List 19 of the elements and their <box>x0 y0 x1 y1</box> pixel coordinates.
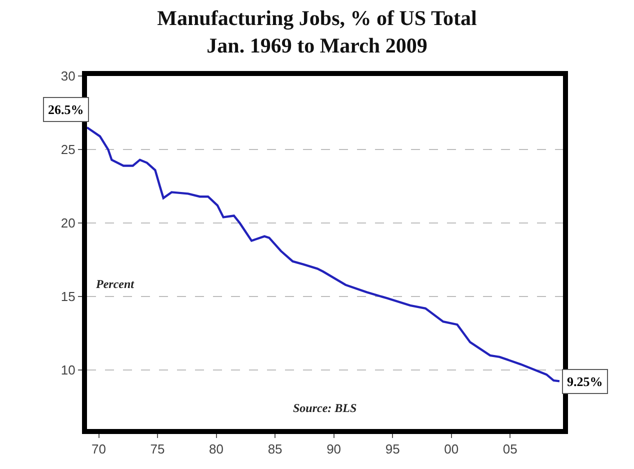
annotation: Source: BLS <box>293 401 357 415</box>
x-tick-label: 90 <box>326 442 342 457</box>
annotation: Percent <box>96 277 135 291</box>
x-tick-label: 85 <box>268 442 282 457</box>
x-tick-label: 70 <box>92 442 106 457</box>
x-tick-label: 80 <box>209 442 224 457</box>
x-tick-label: 75 <box>150 442 165 457</box>
y-tick-label: 15 <box>60 289 76 304</box>
line-series <box>87 126 561 382</box>
x-tick-label: 00 <box>444 442 459 457</box>
chart-title: Manufacturing Jobs, % of US Total Jan. 1969 to March 2009 <box>157 6 478 58</box>
annotation: 9.25% <box>567 374 603 389</box>
x-tick-label: 95 <box>385 442 400 457</box>
y-tick-label: 10 <box>60 362 76 378</box>
annotation: 26.5% <box>48 102 84 117</box>
y-tick-label: 30 <box>60 68 76 84</box>
x-tick-label: 05 <box>502 442 518 457</box>
y-tick-label: 20 <box>60 216 76 231</box>
y-tick-label: 25 <box>60 142 76 158</box>
